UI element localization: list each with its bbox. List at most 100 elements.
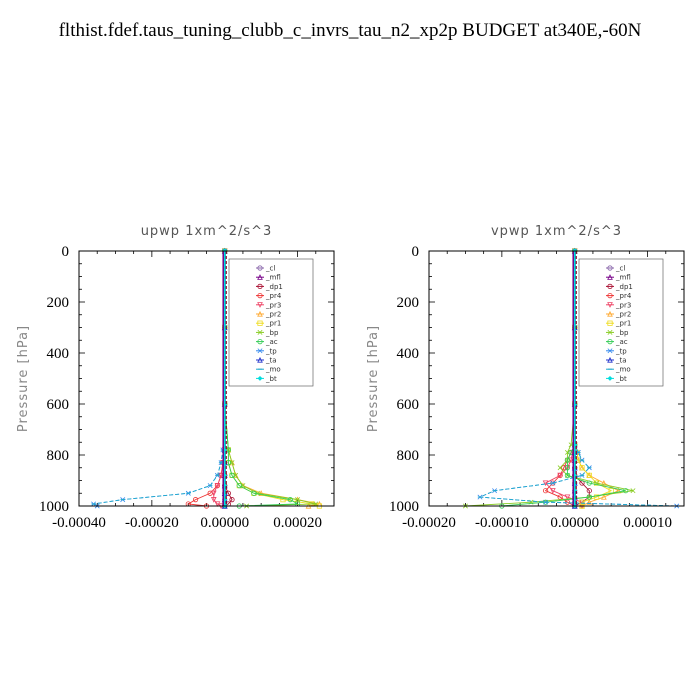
legend-marker (607, 274, 613, 280)
y-tick-label: 1000 (39, 499, 69, 515)
data-point (623, 488, 629, 494)
data-point (564, 472, 571, 478)
data-point (564, 465, 571, 471)
legend-label: _dp1 (615, 283, 633, 291)
panel-title: upwp 1xm^2/s^3 (141, 224, 273, 239)
x-tick-label: -0.00020 (402, 515, 456, 531)
legend-marker (607, 356, 613, 363)
legend-label: _bp (265, 329, 279, 337)
data-point (233, 472, 239, 478)
data-point (192, 497, 199, 503)
legend-marker (257, 338, 263, 345)
data-point (601, 479, 607, 486)
data-point (557, 472, 563, 479)
legend-marker (607, 283, 613, 289)
legend-marker (607, 329, 613, 335)
y-tick-label: 400 (47, 346, 70, 362)
data-point (313, 501, 319, 507)
y-tick-label: 0 (412, 244, 420, 260)
data-point (564, 457, 571, 463)
x-tick-label: 0.00000 (550, 515, 599, 531)
y-tick-label: 400 (397, 346, 420, 362)
data-point (586, 480, 592, 486)
x-tick-label: 0.00020 (273, 515, 322, 531)
data-point (579, 499, 585, 505)
legend-marker (607, 310, 613, 317)
series-tp (91, 248, 228, 509)
legend-marker (257, 375, 263, 381)
series-pr4 (542, 248, 578, 509)
legend-label: _pr1 (615, 320, 631, 328)
legend-label: _pr3 (265, 301, 281, 309)
legend-marker (607, 348, 613, 354)
data-point (586, 472, 592, 479)
legend-marker (607, 265, 613, 271)
chart-panel-2: vpwp 1xm^2/s^3 Pressure [hPa] 0 200 400 600 80… (366, 224, 685, 531)
series-pr4 (185, 248, 228, 509)
data-point (579, 465, 585, 471)
data-point (210, 490, 217, 497)
legend: _cl_mfl_dp1_pr4_pr3_pr2_pr1_bp_ac_tp_ta_… (228, 258, 314, 387)
legend-label: _mo (265, 366, 281, 374)
legend-label: _bt (265, 375, 277, 383)
data-point (255, 490, 260, 496)
legend-label: _pr4 (615, 292, 632, 300)
x-tick-label: 0.00000 (200, 515, 249, 531)
legend-label: _mo (615, 366, 631, 374)
legend-marker (257, 320, 263, 326)
chart-panel-1: upwp 1xm^2/s^3 Pressure [hPa] 0 200 400 600 80… (16, 224, 335, 531)
legend-label: _mfl (615, 274, 631, 282)
legend-label: _pr1 (265, 320, 281, 328)
data-point (586, 499, 593, 505)
legend-label: _pr2 (615, 311, 631, 319)
legend-label: _ta (265, 357, 277, 365)
legend-marker (257, 292, 263, 299)
legend-label: _dp1 (265, 283, 283, 291)
y-axis-label: Pressure [hPa] (16, 325, 31, 432)
plot-frame (78, 250, 335, 507)
legend-marker (607, 375, 613, 381)
series-line (92, 251, 226, 507)
y-tick-label: 200 (47, 295, 70, 311)
legend-label: _cl (265, 265, 275, 273)
data-point (601, 493, 607, 500)
data-point (586, 488, 592, 494)
legend-label: _tp (265, 347, 277, 355)
data-point (564, 449, 570, 455)
series-mo (91, 250, 227, 507)
data-point (287, 497, 293, 503)
legend-marker (607, 292, 613, 299)
data-point (630, 488, 636, 494)
panel-title: vpwp 1xm^2/s^3 (491, 224, 622, 239)
series-pr3 (542, 248, 585, 510)
data-point (229, 460, 235, 466)
data-point (214, 482, 221, 489)
legend-marker (257, 302, 263, 308)
plot-frame (428, 250, 685, 507)
legend-label: _pr4 (265, 292, 282, 300)
page-title: flthist.fdef.taus_tuning_clubb_c_invrs_t… (58, 20, 642, 41)
data-point (295, 497, 301, 503)
legend-marker (257, 283, 263, 289)
y-axis-label: Pressure [hPa] (366, 325, 381, 432)
legend-marker (257, 329, 263, 335)
x-tick-label: -0.00020 (125, 515, 179, 531)
legend-label: _bp (615, 329, 629, 337)
legend-label: _pr2 (265, 311, 281, 319)
legend-label: _cl (615, 265, 625, 273)
data-point (593, 480, 600, 486)
series-line (92, 251, 226, 507)
legend-label: _mfl (265, 274, 281, 282)
legend-marker (607, 320, 613, 326)
data-point (586, 494, 592, 500)
legend-marker (257, 348, 263, 354)
data-point (593, 494, 600, 500)
y-tick-label: 600 (397, 397, 420, 413)
data-point (557, 465, 563, 471)
legend-label: _ac (265, 338, 278, 346)
legend-marker (607, 338, 613, 345)
legend-label: _pr3 (615, 301, 631, 309)
x-tick-label: -0.00010 (475, 515, 529, 531)
y-tick-label: 200 (397, 295, 420, 311)
